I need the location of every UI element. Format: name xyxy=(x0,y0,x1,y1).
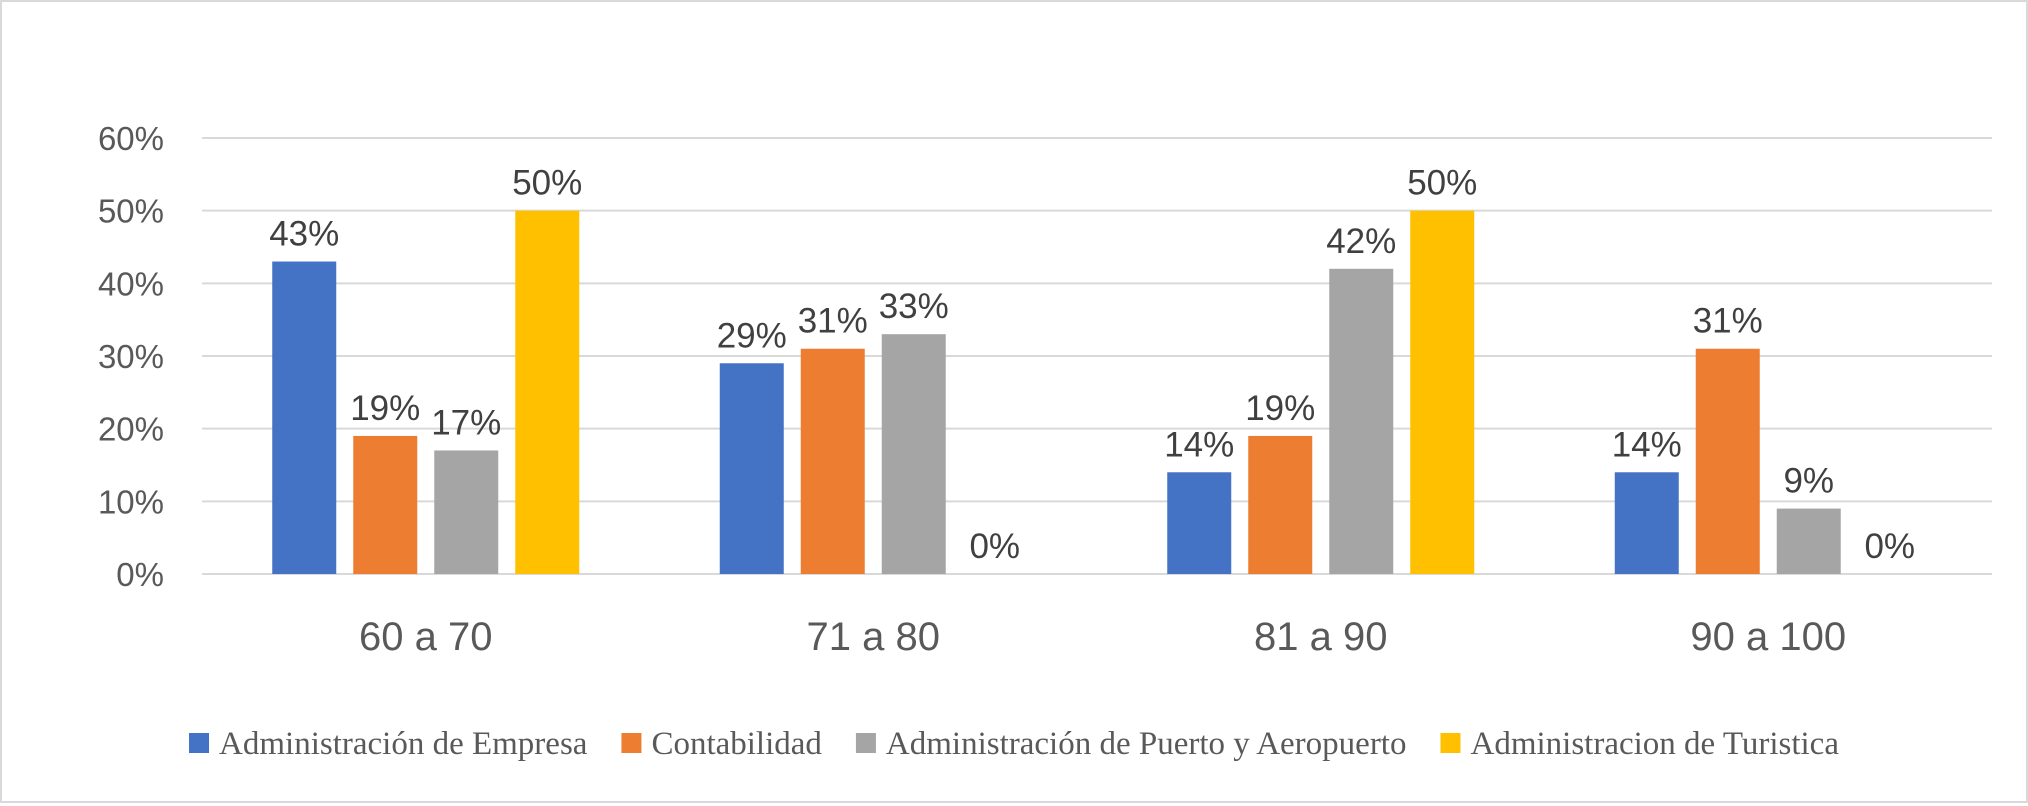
bar xyxy=(800,348,865,574)
bar xyxy=(881,334,946,574)
legend-label: Contabilidad xyxy=(651,726,822,762)
bar xyxy=(1248,435,1313,574)
legend-swatch xyxy=(621,733,642,753)
legend-label: Administracion de Turistica xyxy=(1470,726,1839,762)
data-label: 17% xyxy=(431,403,501,442)
bar xyxy=(1329,268,1394,574)
legend-label: Administración de Empresa xyxy=(219,726,588,762)
legend-item: Contabilidad xyxy=(621,726,822,762)
data-label: 9% xyxy=(1783,462,1834,501)
legend-label: Administración de Puerto y Aeropuerto xyxy=(886,726,1407,762)
data-label: 50% xyxy=(1407,164,1477,203)
data-label: 29% xyxy=(717,316,787,355)
bar xyxy=(719,363,784,574)
data-label: 33% xyxy=(879,287,949,326)
bar xyxy=(1695,348,1760,574)
legend-item: Administracion de Turistica xyxy=(1440,726,1839,762)
bar xyxy=(1167,472,1232,574)
bars xyxy=(272,210,1841,574)
bar xyxy=(272,261,337,574)
data-labels: 43% 19% 17% 50% 29% 31% 33% 0% 14% 19% 42% 50% 14% 31… xyxy=(269,164,1915,566)
y-tick-label: 30% xyxy=(98,338,164,375)
data-label: 31% xyxy=(798,302,868,341)
data-label: 43% xyxy=(269,215,339,254)
data-label: 0% xyxy=(969,527,1020,566)
data-label: 19% xyxy=(1245,389,1315,428)
legend-swatch xyxy=(189,733,210,753)
data-label: 42% xyxy=(1326,222,1396,261)
data-label: 31% xyxy=(1693,302,1763,341)
bar xyxy=(353,435,418,574)
y-tick-label: 40% xyxy=(98,265,164,302)
data-label: 14% xyxy=(1612,425,1682,464)
legend-item: Administración de Empresa xyxy=(189,726,588,762)
x-category-label: 90 a 100 xyxy=(1690,615,1846,659)
y-tick-label: 50% xyxy=(98,193,164,230)
legend-swatch xyxy=(1440,733,1461,753)
bar xyxy=(1614,472,1679,574)
y-tick-label: 20% xyxy=(98,411,164,448)
legend-swatch xyxy=(855,733,876,753)
y-tick-label: 10% xyxy=(98,483,164,520)
x-category-label: 71 a 80 xyxy=(807,615,940,659)
data-label: 14% xyxy=(1164,425,1234,464)
y-tick-label: 60% xyxy=(98,120,164,157)
gridlines xyxy=(202,137,1992,575)
x-category-label: 60 a 70 xyxy=(359,615,492,659)
x-category-label: 81 a 90 xyxy=(1254,615,1387,659)
data-label: 50% xyxy=(512,164,582,203)
y-tick-label: 0% xyxy=(116,556,164,593)
data-label: 19% xyxy=(350,389,420,428)
bar xyxy=(1776,508,1841,574)
legend: Administración de Empresa Contabilidad Adm… xyxy=(189,726,1839,762)
bar xyxy=(515,210,580,574)
x-axis-categories: 60 a 70 71 a 80 81 a 90 90 a 100 xyxy=(359,615,1846,659)
legend-item: Administración de Puerto y Aeropuerto xyxy=(855,726,1407,762)
bar xyxy=(434,450,499,574)
y-axis-ticks: 0% 10% 20% 30% 40% 50% 60% xyxy=(98,120,164,593)
data-label: 0% xyxy=(1864,527,1915,566)
bar xyxy=(1410,210,1475,574)
